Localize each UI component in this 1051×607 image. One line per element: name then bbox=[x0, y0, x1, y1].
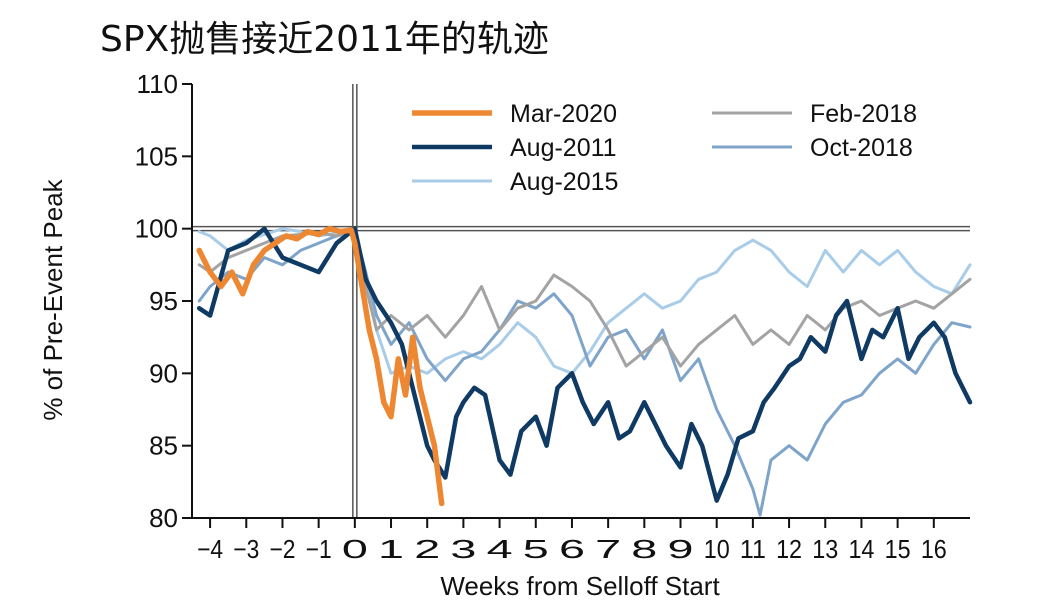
series-line-oct-2018 bbox=[197, 230, 972, 517]
x-axis-label: Weeks from Selloff Start bbox=[440, 571, 720, 601]
x-tick-label: 3 bbox=[450, 534, 476, 564]
x-tick-label: 4 bbox=[487, 534, 513, 564]
y-tick-label: 85 bbox=[149, 431, 178, 461]
x-tick-label: 16 bbox=[921, 534, 947, 564]
legend-label-feb-2018: Feb-2018 bbox=[810, 100, 917, 128]
legend-label-aug-2011: Aug-2011 bbox=[510, 134, 617, 162]
y-axis-label: % of Pre-Event Peak bbox=[38, 178, 68, 420]
x-tick-label: 11 bbox=[740, 534, 766, 564]
x-tick-label: 13 bbox=[812, 534, 838, 564]
x-tick-label: −2 bbox=[269, 534, 295, 564]
legend: Mar-2020 Aug-2011 Aug-2015 Feb-2018 Oct-2018 bbox=[412, 100, 917, 196]
series-line-mar-2020 bbox=[196, 225, 445, 507]
x-tick-label: 14 bbox=[848, 534, 874, 564]
y-tick-label: 90 bbox=[149, 358, 178, 388]
x-tick-label: 10 bbox=[704, 534, 730, 564]
x-tick-label: −4 bbox=[197, 534, 223, 564]
x-tick-label: 15 bbox=[885, 534, 911, 564]
x-tick-label: 6 bbox=[559, 534, 585, 564]
x-tick-label: 8 bbox=[631, 534, 657, 564]
x-tick-label: 1 bbox=[378, 534, 404, 564]
x-tick-label: 2 bbox=[414, 534, 440, 564]
series-line-feb-2018 bbox=[197, 230, 972, 368]
series-lines bbox=[196, 225, 973, 517]
y-tick-label: 80 bbox=[149, 503, 178, 533]
x-tick-label: 12 bbox=[776, 534, 802, 564]
x-tick-label: −3 bbox=[233, 534, 259, 564]
chart-title: SPX抛售接近2011年的轨迹 bbox=[100, 19, 549, 60]
legend-label-oct-2018: Oct-2018 bbox=[810, 134, 913, 162]
x-tick-label: 0 bbox=[342, 534, 368, 564]
x-tick-label: 9 bbox=[668, 534, 694, 564]
series-line-aug-2011 bbox=[196, 226, 973, 503]
y-tick-label: 95 bbox=[149, 286, 178, 316]
legend-label-aug-2015: Aug-2015 bbox=[510, 168, 618, 196]
y-tick-label: 110 bbox=[137, 69, 178, 99]
x-tick-label: 5 bbox=[523, 534, 549, 564]
x-tick-label: 7 bbox=[595, 534, 621, 564]
x-tick-label: −1 bbox=[306, 534, 332, 564]
y-tick-label: 105 bbox=[135, 141, 178, 171]
y-tick-label: 100 bbox=[135, 214, 178, 244]
legend-label-mar-2020: Mar-2020 bbox=[510, 100, 617, 128]
